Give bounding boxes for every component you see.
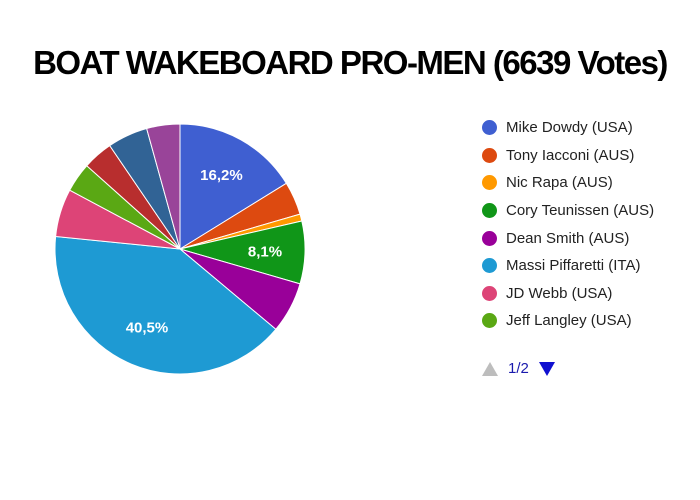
legend-item-7[interactable]: Jeff Langley (USA) <box>482 307 654 335</box>
legend-item-0[interactable]: Mike Dowdy (USA) <box>482 114 654 142</box>
legend-swatch <box>482 203 497 219</box>
page-down-icon[interactable] <box>538 361 555 376</box>
legend-swatch <box>482 285 497 301</box>
legend-label: Jeff Langley (USA) <box>506 312 632 330</box>
legend-item-6[interactable]: JD Webb (USA) <box>482 280 654 308</box>
legend-swatch <box>482 147 497 163</box>
slice-label-3: 8,1% <box>248 243 282 260</box>
legend-item-3[interactable]: Cory Teunissen (AUS) <box>482 197 654 225</box>
legend-label: Dean Smith (AUS) <box>506 229 630 247</box>
pie-slice-10[interactable] <box>146 123 181 250</box>
legend-swatch <box>482 120 497 136</box>
slice-label-5: 40,5% <box>126 319 169 336</box>
slice-label-0: 16,2% <box>200 167 243 184</box>
legend-swatch <box>482 258 497 274</box>
legend-item-1[interactable]: Tony Iacconi (AUS) <box>482 142 654 170</box>
legend-label: Massi Piffaretti (ITA) <box>506 257 641 275</box>
page-up-icon[interactable] <box>482 361 498 376</box>
legend-label: Tony Iacconi (AUS) <box>506 146 635 164</box>
legend-label: Cory Teunissen (AUS) <box>506 202 655 220</box>
legend: Mike Dowdy (USA) Tony Iacconi (AUS) Nic Ra… <box>482 114 654 335</box>
legend-label: JD Webb (USA) <box>506 284 613 302</box>
legend-pager: 1/2 <box>482 360 555 377</box>
legend-swatch <box>482 313 497 329</box>
legend-swatch <box>482 230 497 246</box>
legend-label: Nic Rapa (AUS) <box>506 174 613 192</box>
legend-swatch <box>482 175 497 191</box>
page-indicator: 1/2 <box>508 360 529 377</box>
legend-label: Mike Dowdy (USA) <box>506 119 633 137</box>
legend-item-2[interactable]: Nic Rapa (AUS) <box>482 169 654 197</box>
legend-item-4[interactable]: Dean Smith (AUS) <box>482 224 654 252</box>
pie-slice-5[interactable] <box>54 235 277 375</box>
legend-item-5[interactable]: Massi Piffaretti (ITA) <box>482 252 654 280</box>
chart-title: BOAT WAKEBOARD PRO-MEN (6639 Votes) <box>33 44 668 81</box>
pie-slice-0[interactable] <box>179 123 288 250</box>
